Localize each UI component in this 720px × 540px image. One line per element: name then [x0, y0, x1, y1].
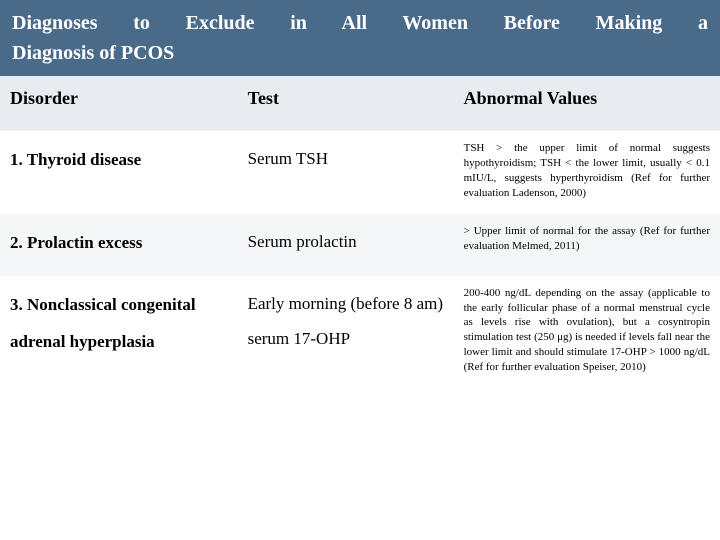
cell-test: Serum prolactin — [238, 214, 454, 275]
header-disorder: Disorder — [0, 76, 238, 131]
cell-disorder: 2. Prolactin excess — [0, 214, 238, 275]
table-row: 2. Prolactin excess Serum prolactin > Up… — [0, 214, 720, 275]
title-line-1: Diagnoses to Exclude in All Women Before… — [12, 8, 708, 38]
header-abnormal: Abnormal Values — [454, 76, 720, 131]
cell-test: Early morning (before 8 am) serum 17-OHP — [238, 276, 454, 389]
title-line-2: Diagnosis of PCOS — [12, 38, 708, 68]
exclusion-table: Disorder Test Abnormal Values 1. Thyroid… — [0, 76, 720, 389]
table-row: 3. Nonclassical congenital adrenal hyper… — [0, 276, 720, 389]
cell-abnormal: > Upper limit of normal for the assay (R… — [454, 214, 720, 275]
cell-abnormal: TSH > the upper limit of normal suggests… — [454, 131, 720, 214]
cell-test: Serum TSH — [238, 131, 454, 214]
table-header-row: Disorder Test Abnormal Values — [0, 76, 720, 131]
header-test: Test — [238, 76, 454, 131]
cell-disorder: 3. Nonclassical congenital adrenal hyper… — [0, 276, 238, 389]
page-title: Diagnoses to Exclude in All Women Before… — [0, 0, 720, 76]
cell-disorder: 1. Thyroid disease — [0, 131, 238, 214]
table-row: 1. Thyroid disease Serum TSH TSH > the u… — [0, 131, 720, 214]
cell-abnormal: 200-400 ng/dL depending on the assay (ap… — [454, 276, 720, 389]
